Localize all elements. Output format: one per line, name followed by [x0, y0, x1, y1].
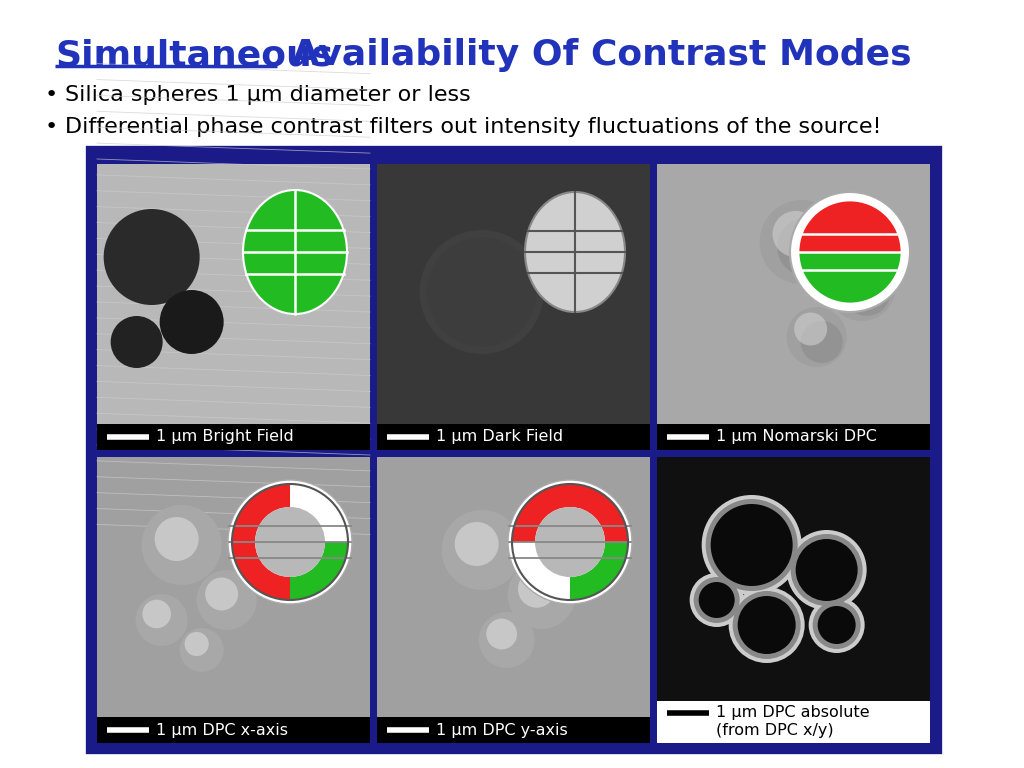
Text: 1 μm DPC y-axis: 1 μm DPC y-axis [436, 723, 567, 737]
Text: (from DPC x/y): (from DPC x/y) [716, 723, 834, 738]
Ellipse shape [243, 190, 347, 314]
Circle shape [843, 268, 891, 316]
Text: •: • [45, 117, 58, 137]
Bar [97, 424, 370, 450]
Circle shape [155, 517, 199, 561]
Circle shape [228, 480, 352, 604]
Circle shape [711, 504, 793, 586]
Bar [377, 457, 650, 743]
Bar [657, 701, 930, 743]
Circle shape [179, 628, 223, 672]
Text: Silica spheres 1 μm diameter or less: Silica spheres 1 μm diameter or less [65, 85, 471, 105]
Circle shape [455, 522, 499, 566]
Text: Simultaneous: Simultaneous [55, 38, 333, 72]
Circle shape [706, 499, 798, 591]
Circle shape [205, 578, 239, 611]
Circle shape [801, 321, 843, 363]
Bar [90, 150, 938, 750]
Circle shape [796, 539, 858, 601]
Wedge shape [798, 252, 902, 304]
Circle shape [813, 601, 860, 649]
Circle shape [103, 209, 200, 305]
Circle shape [535, 507, 605, 577]
Wedge shape [798, 200, 902, 252]
Circle shape [729, 587, 805, 663]
Circle shape [817, 606, 856, 644]
Circle shape [737, 596, 796, 654]
Circle shape [486, 618, 517, 650]
Circle shape [851, 209, 881, 239]
Circle shape [845, 205, 899, 259]
Circle shape [786, 530, 866, 610]
Circle shape [795, 313, 827, 346]
Text: •: • [45, 85, 58, 105]
Circle shape [197, 570, 257, 630]
Text: 1 μm Bright Field: 1 μm Bright Field [156, 429, 294, 445]
Circle shape [791, 534, 862, 606]
Circle shape [111, 316, 163, 368]
Bar [377, 717, 650, 743]
Bar [97, 457, 370, 743]
Circle shape [420, 230, 544, 354]
Circle shape [142, 600, 171, 628]
Circle shape [441, 510, 521, 590]
Circle shape [701, 495, 802, 595]
Wedge shape [512, 484, 628, 542]
Text: 1 μm DPC x-axis: 1 μm DPC x-axis [156, 723, 288, 737]
Text: 1 μm DPC absolute: 1 μm DPC absolute [716, 705, 869, 720]
Circle shape [160, 290, 223, 354]
Bar [657, 424, 930, 450]
Circle shape [786, 307, 847, 367]
Bar [97, 164, 370, 450]
Circle shape [427, 237, 537, 347]
Circle shape [508, 561, 575, 629]
Circle shape [508, 480, 632, 604]
Circle shape [777, 217, 836, 276]
Circle shape [539, 521, 565, 547]
Bar [657, 164, 930, 450]
Circle shape [518, 571, 555, 607]
Circle shape [135, 594, 187, 646]
Bar [377, 164, 650, 450]
Ellipse shape [525, 192, 625, 312]
Wedge shape [232, 484, 290, 600]
Circle shape [141, 505, 221, 585]
Circle shape [790, 192, 910, 312]
Circle shape [698, 582, 734, 618]
Circle shape [809, 597, 864, 653]
Circle shape [693, 577, 739, 623]
Circle shape [837, 260, 874, 298]
Wedge shape [290, 542, 348, 600]
Text: Availability Of Contrast Modes: Availability Of Contrast Modes [279, 38, 911, 72]
Circle shape [732, 591, 801, 659]
Circle shape [760, 200, 844, 284]
Text: 1 μm Dark Field: 1 μm Dark Field [436, 429, 563, 445]
Circle shape [255, 507, 325, 577]
Bar [97, 717, 370, 743]
Bar [657, 457, 930, 743]
Circle shape [532, 516, 581, 564]
Circle shape [827, 253, 896, 321]
Circle shape [184, 632, 209, 656]
Text: Differential phase contrast filters out intensity fluctuations of the source!: Differential phase contrast filters out … [65, 117, 882, 137]
Bar [377, 424, 650, 450]
Circle shape [689, 573, 743, 627]
Circle shape [478, 612, 535, 668]
Circle shape [772, 211, 819, 257]
Circle shape [858, 218, 896, 256]
Wedge shape [570, 542, 628, 600]
Text: 1 μm Nomarski DPC: 1 μm Nomarski DPC [716, 429, 877, 445]
